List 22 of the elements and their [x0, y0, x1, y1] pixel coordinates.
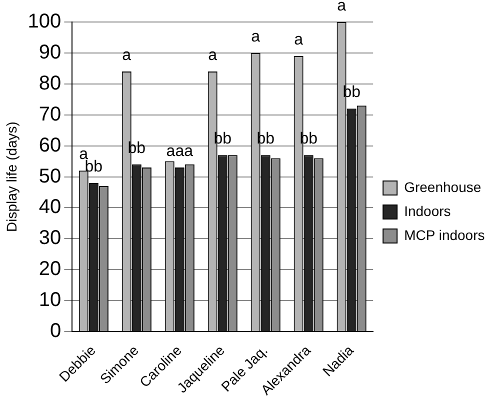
- data-label: a: [208, 46, 218, 64]
- data-label: a: [294, 31, 304, 48]
- y-tick-label: 100: [28, 10, 62, 33]
- data-label: aaa: [166, 142, 194, 160]
- y-tick-label: 0: [50, 320, 62, 342]
- y-tick-label: 10: [38, 289, 62, 312]
- y-axis-title: Display life (days): [3, 122, 20, 232]
- y-tick-label: 30: [38, 227, 62, 250]
- legend-label: Indoors: [404, 202, 451, 219]
- data-label: a: [337, 0, 346, 14]
- data-label: a: [122, 46, 132, 64]
- legend-label: MCP indoors: [404, 226, 485, 243]
- y-tick-label: 70: [38, 103, 62, 126]
- data-label: a: [251, 28, 260, 46]
- y-tick-label: 40: [38, 196, 62, 218]
- y-tick-label: 80: [38, 72, 62, 94]
- y-tick-label: 90: [38, 41, 62, 64]
- data-label: bb: [84, 158, 103, 176]
- y-tick-label: 60: [38, 134, 62, 156]
- legend-label: Greenhouse: [404, 178, 482, 195]
- y-tick-label: 50: [38, 165, 62, 188]
- y-tick-label: 20: [38, 258, 62, 280]
